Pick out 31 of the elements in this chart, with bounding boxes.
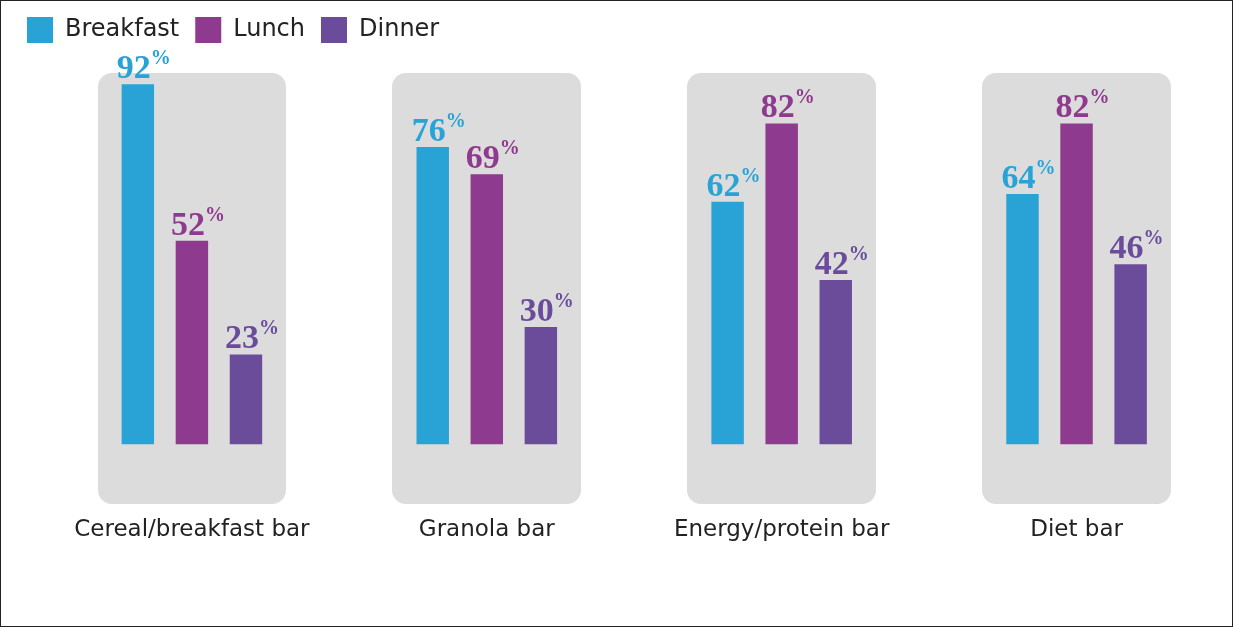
data-label: 76%	[411, 108, 466, 148]
data-label: 62%	[706, 163, 761, 203]
bar	[470, 174, 504, 445]
data-label: 52%	[170, 202, 225, 242]
data-label: 64%	[1001, 155, 1056, 195]
data-label: 46%	[1109, 226, 1164, 266]
legend-label: Lunch	[233, 14, 306, 43]
data-label: 92%	[116, 46, 171, 86]
bar	[524, 326, 558, 445]
bar	[1060, 123, 1093, 445]
bar	[1114, 264, 1147, 445]
x-tick-label: Granola bar	[418, 515, 556, 542]
data-label: 69%	[465, 136, 520, 176]
x-tick-label: Diet bar	[1030, 515, 1124, 542]
bar	[175, 240, 209, 445]
x-tick-label: Cereal/breakfast bar	[74, 515, 311, 542]
legend-label: Dinner	[359, 14, 440, 43]
bar	[229, 354, 263, 445]
bar	[121, 84, 155, 445]
bar	[711, 201, 744, 445]
data-label: 30%	[519, 288, 574, 328]
data-label: 23%	[224, 316, 279, 356]
legend-label: Breakfast	[65, 14, 180, 43]
bar	[1006, 193, 1039, 445]
data-label: 82%	[1055, 85, 1110, 125]
data-label: 42%	[814, 242, 869, 282]
data-label: 82%	[760, 85, 815, 125]
x-tick-label: Energy/protein bar	[673, 515, 890, 542]
bar	[416, 146, 449, 445]
bar	[765, 123, 798, 445]
bar	[819, 280, 852, 445]
